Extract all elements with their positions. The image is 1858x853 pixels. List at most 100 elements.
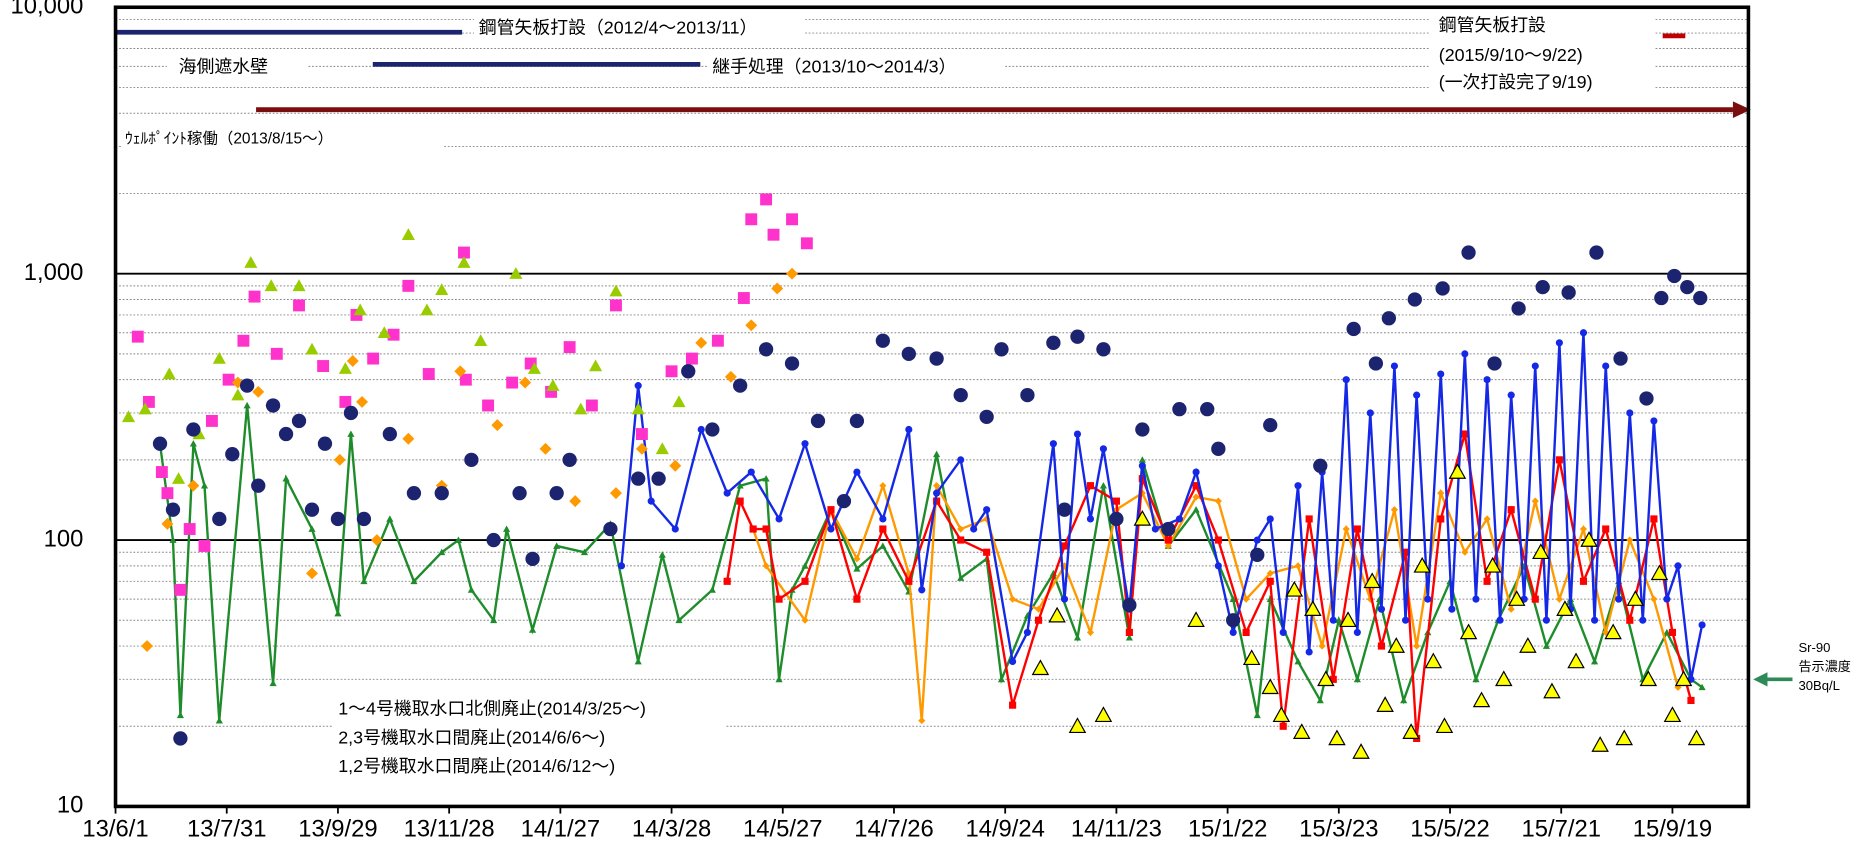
marker [775, 515, 783, 523]
marker [422, 368, 435, 380]
marker [545, 385, 558, 398]
x-tick-label: 14/9/24 [965, 816, 1044, 843]
marker [1589, 245, 1604, 260]
marker [853, 595, 861, 603]
marker [305, 342, 319, 355]
marker [771, 282, 784, 295]
marker [1229, 628, 1237, 636]
marker [553, 542, 561, 549]
marker [574, 402, 588, 415]
marker [800, 237, 813, 250]
marker [187, 479, 200, 492]
marker [1339, 611, 1357, 628]
marker [918, 717, 926, 725]
annotation: 海側遮水壁 [179, 57, 268, 77]
marker [333, 453, 346, 466]
marker [1424, 652, 1443, 669]
marker [539, 442, 552, 455]
marker [1279, 628, 1287, 636]
marker [784, 356, 800, 371]
marker [1253, 711, 1261, 719]
marker [1353, 525, 1361, 533]
marker [1242, 628, 1250, 636]
marker [458, 246, 470, 259]
marker [1639, 670, 1658, 687]
marker [801, 440, 809, 448]
marker [1579, 577, 1588, 585]
marker [697, 425, 705, 434]
marker [723, 577, 731, 585]
marker [827, 525, 835, 533]
annotation: ｳｪﾙﾎﾟｲﾝﾄ稼働（2013/8/15～） [125, 130, 333, 148]
marker [918, 586, 926, 594]
marker [338, 362, 352, 374]
marker [1650, 417, 1658, 425]
marker [402, 432, 415, 445]
marker [174, 583, 187, 596]
marker [1413, 556, 1431, 573]
marker [1192, 506, 1200, 513]
marker [304, 502, 320, 517]
marker [142, 395, 155, 408]
marker [1211, 441, 1226, 456]
marker [248, 290, 261, 303]
marker [474, 334, 488, 346]
marker [879, 515, 887, 523]
marker [957, 536, 965, 544]
marker [486, 532, 501, 548]
marker [1507, 590, 1526, 606]
marker [346, 355, 359, 367]
marker [1352, 743, 1370, 759]
marker [457, 256, 471, 268]
marker [695, 336, 708, 349]
marker [1667, 268, 1682, 284]
marker [1668, 628, 1677, 636]
marker [1543, 682, 1561, 699]
marker [1663, 628, 1671, 636]
marker [1187, 611, 1205, 628]
marker [527, 362, 541, 374]
marker [929, 351, 944, 366]
marker [239, 378, 255, 393]
reference-label: 告示濃度 [1798, 659, 1850, 674]
marker [1591, 657, 1599, 665]
marker [491, 419, 504, 432]
marker [251, 478, 266, 493]
marker [1200, 402, 1215, 417]
marker [387, 328, 400, 341]
marker [1531, 595, 1539, 603]
marker [775, 675, 783, 683]
marker [1318, 642, 1326, 650]
marker [200, 482, 209, 489]
marker [435, 283, 449, 296]
marker [1693, 290, 1708, 306]
marker [610, 487, 622, 500]
marker [1250, 547, 1265, 562]
marker [1229, 595, 1237, 603]
marker [482, 399, 495, 412]
label-bg [474, 15, 806, 42]
annotation: 2,3号機取水口間廃止(2014/6/6～) [338, 727, 605, 747]
marker [810, 413, 826, 429]
marker [360, 577, 368, 585]
marker [631, 471, 646, 486]
marker [1034, 616, 1043, 624]
marker [1531, 497, 1539, 505]
marker [1094, 706, 1113, 723]
marker [997, 675, 1006, 683]
marker [524, 357, 537, 370]
marker [377, 326, 391, 338]
marker [603, 521, 618, 537]
marker [1650, 595, 1658, 603]
marker [121, 410, 136, 423]
x-tick-label: 14/11/23 [1071, 816, 1162, 843]
marker [1615, 595, 1623, 603]
marker [1472, 595, 1480, 603]
marker [189, 440, 197, 447]
marker [367, 352, 380, 365]
marker [749, 525, 757, 533]
marker [330, 511, 346, 527]
marker [215, 717, 223, 724]
marker [836, 493, 852, 509]
marker [434, 485, 449, 501]
